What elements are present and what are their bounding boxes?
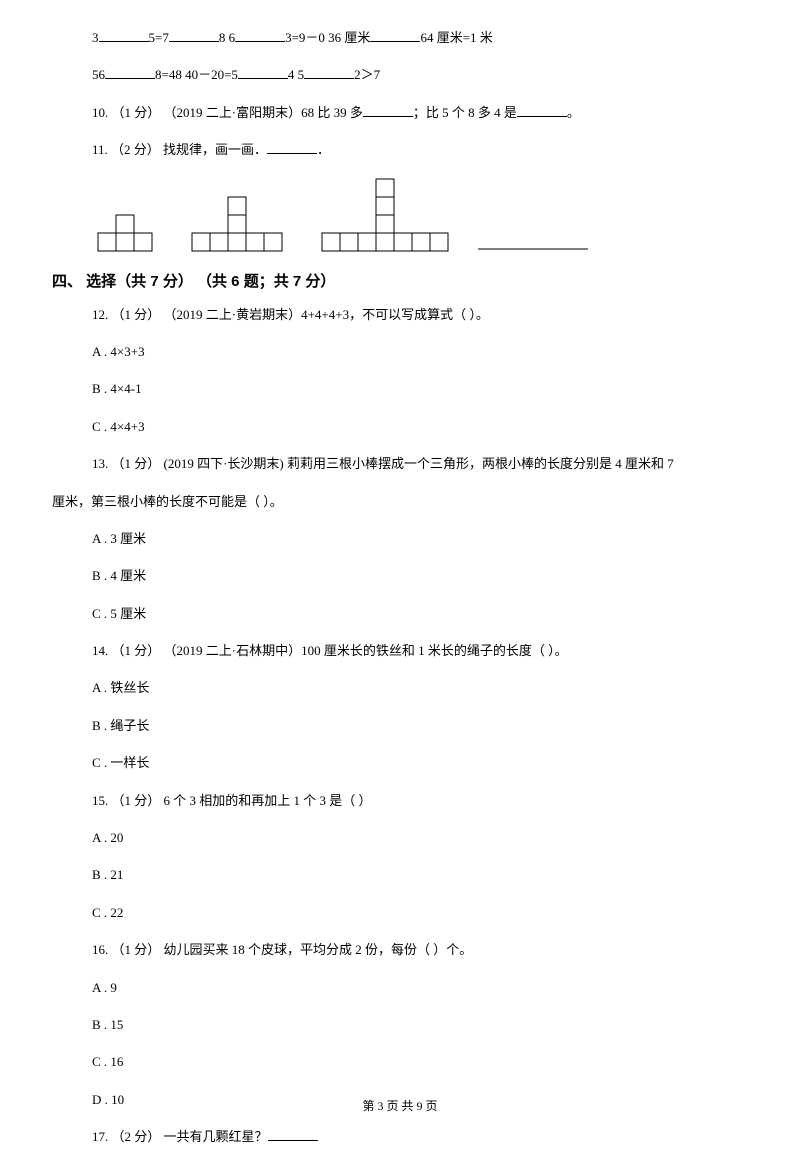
blank[interactable] xyxy=(267,140,317,154)
q17-line: 17. （2 分） 一共有几颗红星？ xyxy=(52,1125,748,1148)
blank[interactable] xyxy=(105,65,155,79)
q14-text: 14. （1 分） （2019 二上·石林期中）100 厘米长的铁丝和 1 米长… xyxy=(52,639,748,662)
q12-text: 12. （1 分） （2019 二上·黄岩期末）4+4+4+3，不可以写成算式（… xyxy=(52,303,748,326)
q11-end: ． xyxy=(317,142,330,157)
q16-text: 16. （1 分） 幼儿园买来 18 个皮球，平均分成 2 份，每份（ ）个。 xyxy=(52,938,748,961)
q10-pre: 10. （1 分） （2019 二上·富阳期末）68 比 39 多 xyxy=(92,105,363,120)
fill-line-b: 56 8=48 40－20=5 4 5 2＞7 xyxy=(52,63,748,86)
q14-b[interactable]: B . 绳子长 xyxy=(52,714,748,737)
blank[interactable] xyxy=(370,28,420,42)
q13-b[interactable]: B . 4 厘米 xyxy=(52,564,748,587)
text: 5=7 xyxy=(149,30,169,45)
fill-line-a: 35=78 63=9－0 36 厘米64 厘米=1 米 xyxy=(52,26,748,49)
section-4-title: 四、 选择（共 7 分） （共 6 题；共 7 分） xyxy=(52,270,748,291)
blank[interactable] xyxy=(235,28,285,42)
q13-l1: 13. （1 分） (2019 四下·长沙期末) 莉莉用三根小棒摆成一个三角形，… xyxy=(52,452,748,475)
text: 3=9－0 36 厘米 xyxy=(285,30,370,45)
text: 2＞7 xyxy=(354,67,380,82)
q14-a[interactable]: A . 铁丝长 xyxy=(52,676,748,699)
blank[interactable] xyxy=(268,1127,318,1141)
q16-a[interactable]: A . 9 xyxy=(52,976,748,999)
q12-c[interactable]: C . 4×4+3 xyxy=(52,415,748,438)
q15-text: 15. （1 分） 6 个 3 相加的和再加上 1 个 3 是（ ） xyxy=(52,789,748,812)
q15-a[interactable]: A . 20 xyxy=(52,826,748,849)
q15-b[interactable]: B . 21 xyxy=(52,863,748,886)
text: 4 5 xyxy=(288,67,304,82)
q12-a[interactable]: A . 4×3+3 xyxy=(52,340,748,363)
blank[interactable] xyxy=(99,28,149,42)
q14-c[interactable]: C . 一样长 xyxy=(52,751,748,774)
q11-pre: 11. （2 分） 找规律，画一画． xyxy=(92,142,267,157)
q16-c[interactable]: C . 16 xyxy=(52,1050,748,1073)
q13-c[interactable]: C . 5 厘米 xyxy=(52,602,748,625)
blank[interactable] xyxy=(517,103,567,117)
q10-end: 。 xyxy=(567,105,580,120)
q12-b[interactable]: B . 4×4-1 xyxy=(52,377,748,400)
page-footer: 第 3 页 共 9 页 xyxy=(0,1097,800,1114)
q16-b[interactable]: B . 15 xyxy=(52,1013,748,1036)
blank[interactable] xyxy=(169,28,219,42)
text: 8=48 40－20=5 xyxy=(155,67,238,82)
q13-l2: 厘米，第三根小棒的长度不可能是（ ）。 xyxy=(52,490,748,513)
pattern-row xyxy=(88,176,748,256)
q10-mid: ；比 5 个 8 多 4 是 xyxy=(413,105,517,120)
q10-line: 10. （1 分） （2019 二上·富阳期末）68 比 39 多 ；比 5 个 … xyxy=(52,101,748,124)
pattern-svg xyxy=(88,176,588,256)
text: 56 xyxy=(92,67,105,82)
blank[interactable] xyxy=(363,103,413,117)
blank[interactable] xyxy=(238,65,288,79)
q17-text: 17. （2 分） 一共有几颗红星？ xyxy=(92,1129,268,1144)
text: 64 厘米=1 米 xyxy=(420,30,492,45)
q11-line: 11. （2 分） 找规律，画一画． ． xyxy=(52,138,748,161)
q15-c[interactable]: C . 22 xyxy=(52,901,748,924)
text: 8 6 xyxy=(219,30,235,45)
q13-a[interactable]: A . 3 厘米 xyxy=(52,527,748,550)
blank[interactable] xyxy=(304,65,354,79)
